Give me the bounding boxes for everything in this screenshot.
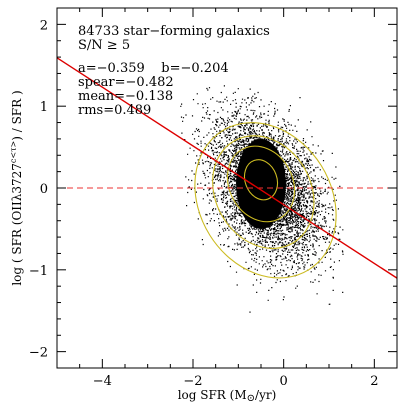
x-tick-label: −4 (93, 374, 112, 389)
annotation-fit-params: a=−0.359 b=−0.204 (78, 61, 229, 76)
annotation-sn-cut: S/N ≥ 5 (78, 38, 130, 53)
x-axis-ticks: −4 −2 0 2 (56, 8, 398, 389)
contour-4 (243, 159, 279, 201)
y-tick-label: 2 (40, 18, 48, 33)
contour-2 (212, 135, 315, 249)
y-tick-label: 1 (40, 100, 48, 115)
contour-1 (194, 122, 337, 279)
y-tick-label: −2 (29, 346, 48, 361)
data-points (180, 85, 344, 313)
x-tick-label: −2 (183, 374, 202, 389)
density-contours (194, 122, 337, 279)
y-tick-label: 0 (40, 182, 48, 197)
annotation-spearman: spear=−0.482 (78, 75, 174, 90)
annotation-rms: rms=0.489 (78, 103, 151, 118)
x-axis-label: log SFR (M⊙/yr) (178, 388, 277, 404)
annotation-mean: mean=−0.138 (78, 89, 173, 104)
x-tick-label: 0 (280, 374, 288, 389)
y-tick-label: −1 (29, 264, 48, 279)
annotation-sample-size: 84733 star−forming galaxics (78, 24, 270, 39)
x-tick-label: 2 (370, 374, 378, 389)
y-axis-label: log ( SFR (OIIλ3727c<τ>) / SFR ) (9, 90, 24, 285)
fit-line (56, 57, 398, 279)
y-axis-ticks: −2 −1 0 1 2 (29, 7, 397, 369)
dense-core (236, 138, 286, 229)
contour-3 (226, 145, 296, 223)
